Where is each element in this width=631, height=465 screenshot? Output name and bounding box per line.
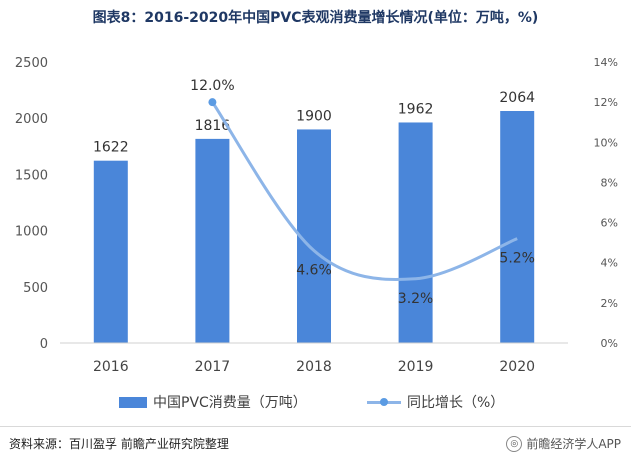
bar-consumption-2020 xyxy=(500,111,535,343)
x-axis-tick-label: 2017 xyxy=(195,359,231,375)
bar-consumption-2018 xyxy=(297,129,331,343)
bar-consumption-2017 xyxy=(195,138,230,343)
left-axis-tick-label: 2000 xyxy=(15,112,48,127)
left-axis-tick-label: 2500 xyxy=(15,56,48,71)
chart-title: 图表8：2016-2020年中国PVC表观消费量增长情况(单位：万吨，%) xyxy=(92,10,539,26)
x-axis-tick-label: 2019 xyxy=(398,359,434,375)
left-axis-tick-label: 500 xyxy=(23,281,48,296)
source-note: 资料来源：百川盈孚 前瞻产业研究院整理 xyxy=(9,437,229,451)
bar-data-label: 1962 xyxy=(398,101,434,117)
right-axis-tick-label: 8% xyxy=(601,176,618,189)
right-axis-tick-label: 12% xyxy=(594,96,618,109)
watermark: ◎ 前瞻经济学人APP xyxy=(506,435,621,452)
bar-data-label: 2064 xyxy=(499,90,535,106)
x-axis-tick-label: 2020 xyxy=(499,359,535,375)
right-axis-tick-label: 10% xyxy=(594,136,618,149)
bar-consumption-2019 xyxy=(398,122,433,344)
bar-data-label: 1816 xyxy=(195,118,231,134)
watermark-label: 前瞻经济学人APP xyxy=(526,437,621,451)
growth-data-label: 3.2% xyxy=(398,291,434,307)
footer-divider xyxy=(0,426,631,427)
bar-data-label: 1900 xyxy=(296,108,332,124)
left-axis-tick-label: 0 xyxy=(40,337,48,352)
legend-item-growth: 同比增长（%） xyxy=(367,392,504,412)
legend: 中国PVC消费量（万吨） 同比增长（%） xyxy=(0,392,631,412)
right-axis-tick-label: 14% xyxy=(594,56,618,69)
legend-line-marker xyxy=(367,396,401,408)
legend-bar-swatch xyxy=(119,396,147,408)
right-axis-tick-label: 2% xyxy=(601,297,618,310)
x-axis-tick-label: 2016 xyxy=(93,359,129,375)
legend-label-consumption: 中国PVC消费量（万吨） xyxy=(153,395,307,411)
legend-item-consumption: 中国PVC消费量（万吨） xyxy=(119,392,307,412)
right-axis-tick-label: 0% xyxy=(601,337,618,350)
growth-data-label: 4.6% xyxy=(296,263,332,279)
growth-line xyxy=(211,101,518,281)
right-axis-tick-label: 6% xyxy=(601,217,618,230)
left-axis-tick-label: 1500 xyxy=(15,168,48,183)
bar-data-label: 1622 xyxy=(93,140,129,156)
bar-consumption-2016 xyxy=(93,160,128,343)
brand-logo-icon: ◎ xyxy=(506,435,523,452)
right-axis-tick-label: 4% xyxy=(601,257,618,270)
legend-label-growth: 同比增长（%） xyxy=(407,395,505,411)
growth-data-label: 5.2% xyxy=(499,251,535,267)
growth-point-marker xyxy=(208,98,217,107)
growth-data-label: 12.0% xyxy=(190,78,234,94)
left-axis-tick-label: 1000 xyxy=(15,225,48,240)
x-axis-tick-label: 2018 xyxy=(296,359,332,375)
